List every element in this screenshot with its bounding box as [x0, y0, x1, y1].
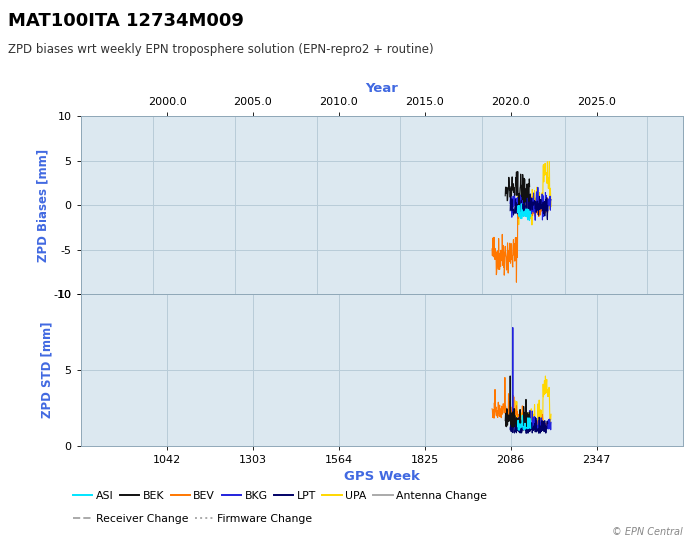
Text: MAT100ITA 12734M009: MAT100ITA 12734M009 — [8, 12, 244, 30]
Y-axis label: ZPD STD [mm]: ZPD STD [mm] — [41, 322, 53, 418]
Legend: ASI, BEK, BEV, BKG, LPT, UPA, Antenna Change: ASI, BEK, BEV, BKG, LPT, UPA, Antenna Ch… — [69, 486, 491, 505]
Text: © EPN Central: © EPN Central — [612, 527, 682, 537]
X-axis label: GPS Week: GPS Week — [344, 470, 419, 483]
Legend: Receiver Change, Firmware Change: Receiver Change, Firmware Change — [69, 509, 316, 528]
X-axis label: Year: Year — [365, 82, 398, 94]
Y-axis label: ZPD Biases [mm]: ZPD Biases [mm] — [36, 148, 49, 262]
Text: ZPD biases wrt weekly EPN troposphere solution (EPN-repro2 + routine): ZPD biases wrt weekly EPN troposphere so… — [8, 43, 434, 56]
